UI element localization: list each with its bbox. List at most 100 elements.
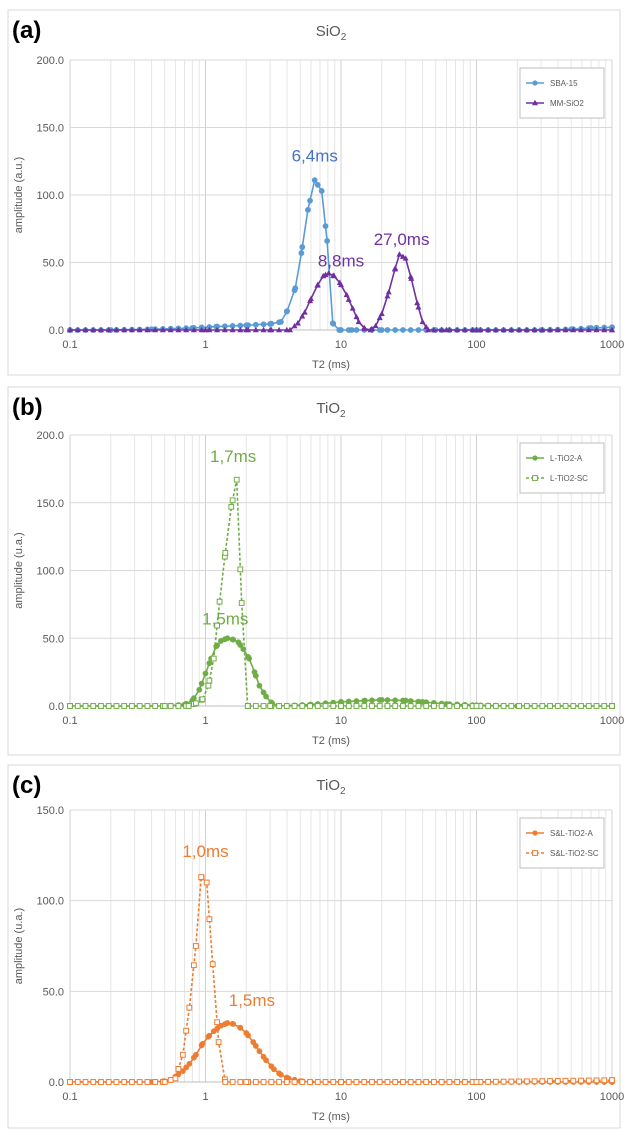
data-point <box>176 1066 181 1071</box>
data-point <box>354 327 359 332</box>
legend-label: S&L-TiO2-SC <box>550 849 599 858</box>
data-point <box>194 944 199 949</box>
data-point <box>424 1080 429 1085</box>
data-point <box>319 188 324 193</box>
data-point <box>168 704 173 709</box>
legend-marker <box>532 830 537 835</box>
data-point <box>486 704 491 709</box>
data-point <box>194 701 199 706</box>
data-point <box>203 671 208 676</box>
data-point <box>251 1040 256 1045</box>
data-point <box>379 697 384 702</box>
data-point <box>432 704 437 709</box>
data-point <box>393 1080 398 1085</box>
data-point <box>122 1080 127 1085</box>
data-point <box>187 1005 192 1010</box>
data-point <box>231 637 236 642</box>
data-point <box>229 504 234 509</box>
data-point <box>225 1020 230 1025</box>
legend-marker <box>532 80 537 85</box>
data-point <box>261 1080 266 1085</box>
data-point <box>548 1079 553 1084</box>
data-point <box>308 704 313 709</box>
peak-annotation: 1,5ms <box>229 991 275 1010</box>
data-point <box>238 1080 243 1085</box>
x-tick-label: 100 <box>467 715 485 727</box>
data-point <box>393 698 398 703</box>
data-point <box>83 1080 88 1085</box>
data-point <box>379 327 384 332</box>
data-point <box>455 1080 460 1085</box>
data-point <box>184 1028 189 1033</box>
y-tick-label: 0.0 <box>49 701 64 713</box>
data-point <box>137 1080 142 1085</box>
x-tick-label: 1 <box>202 715 208 727</box>
data-point <box>501 704 506 709</box>
y-tick-label: 150.0 <box>36 805 64 817</box>
data-point <box>284 309 289 314</box>
legend: L-TiO2-A L-TiO2-SC <box>520 443 604 493</box>
data-point <box>509 1079 514 1084</box>
x-axis-label: T2 (ms) <box>312 735 350 747</box>
legend-label: S&L-TiO2-A <box>550 829 593 838</box>
data-point <box>300 704 305 709</box>
data-point <box>447 1080 452 1085</box>
data-point <box>339 704 344 709</box>
data-point <box>217 599 222 604</box>
data-point <box>271 1067 276 1072</box>
data-point <box>385 1080 390 1085</box>
data-point <box>75 1080 80 1085</box>
data-point <box>563 1078 568 1083</box>
data-point <box>187 1061 192 1066</box>
data-point <box>331 704 336 709</box>
data-point <box>532 704 537 709</box>
data-point <box>68 704 73 709</box>
data-point <box>330 321 335 326</box>
data-point <box>223 550 228 555</box>
data-point <box>323 1080 328 1085</box>
data-point <box>315 182 320 187</box>
data-point <box>173 1076 178 1081</box>
legend-marker <box>533 851 538 856</box>
data-point <box>540 704 545 709</box>
data-point <box>540 1079 545 1084</box>
data-point <box>509 704 514 709</box>
data-point <box>211 1029 216 1034</box>
data-point <box>325 238 330 243</box>
legend: SBA-15 MM-SiO2 <box>520 68 604 118</box>
data-point <box>362 704 367 709</box>
data-point <box>370 1080 375 1085</box>
data-point <box>312 178 317 183</box>
data-point <box>602 704 607 709</box>
y-axis-label: amplitude (u.a.) <box>13 532 25 608</box>
legend-label: MM-SiO2 <box>550 99 584 108</box>
data-point <box>594 1078 599 1083</box>
data-point <box>377 704 382 709</box>
data-point <box>610 1078 615 1083</box>
data-point <box>493 704 498 709</box>
data-point <box>180 1052 185 1057</box>
data-point <box>245 704 250 709</box>
data-point <box>257 683 262 688</box>
data-point <box>234 477 239 482</box>
data-point <box>237 1025 242 1030</box>
data-point <box>401 704 406 709</box>
y-tick-label: 100.0 <box>36 566 64 578</box>
y-tick-label: 200.0 <box>36 430 64 442</box>
x-tick-label: 1000 <box>600 339 624 351</box>
data-point <box>263 694 268 699</box>
data-point <box>346 1080 351 1085</box>
data-point <box>517 1079 522 1084</box>
data-point <box>145 1080 150 1085</box>
data-point <box>424 704 429 709</box>
data-point <box>349 327 354 332</box>
data-point <box>370 704 375 709</box>
y-tick-label: 0.0 <box>49 1077 64 1089</box>
data-point <box>278 319 283 324</box>
data-point <box>168 1078 173 1083</box>
data-point <box>602 1078 607 1083</box>
data-point <box>579 1078 584 1083</box>
legend-label: SBA-15 <box>550 79 578 88</box>
data-point <box>207 678 212 683</box>
